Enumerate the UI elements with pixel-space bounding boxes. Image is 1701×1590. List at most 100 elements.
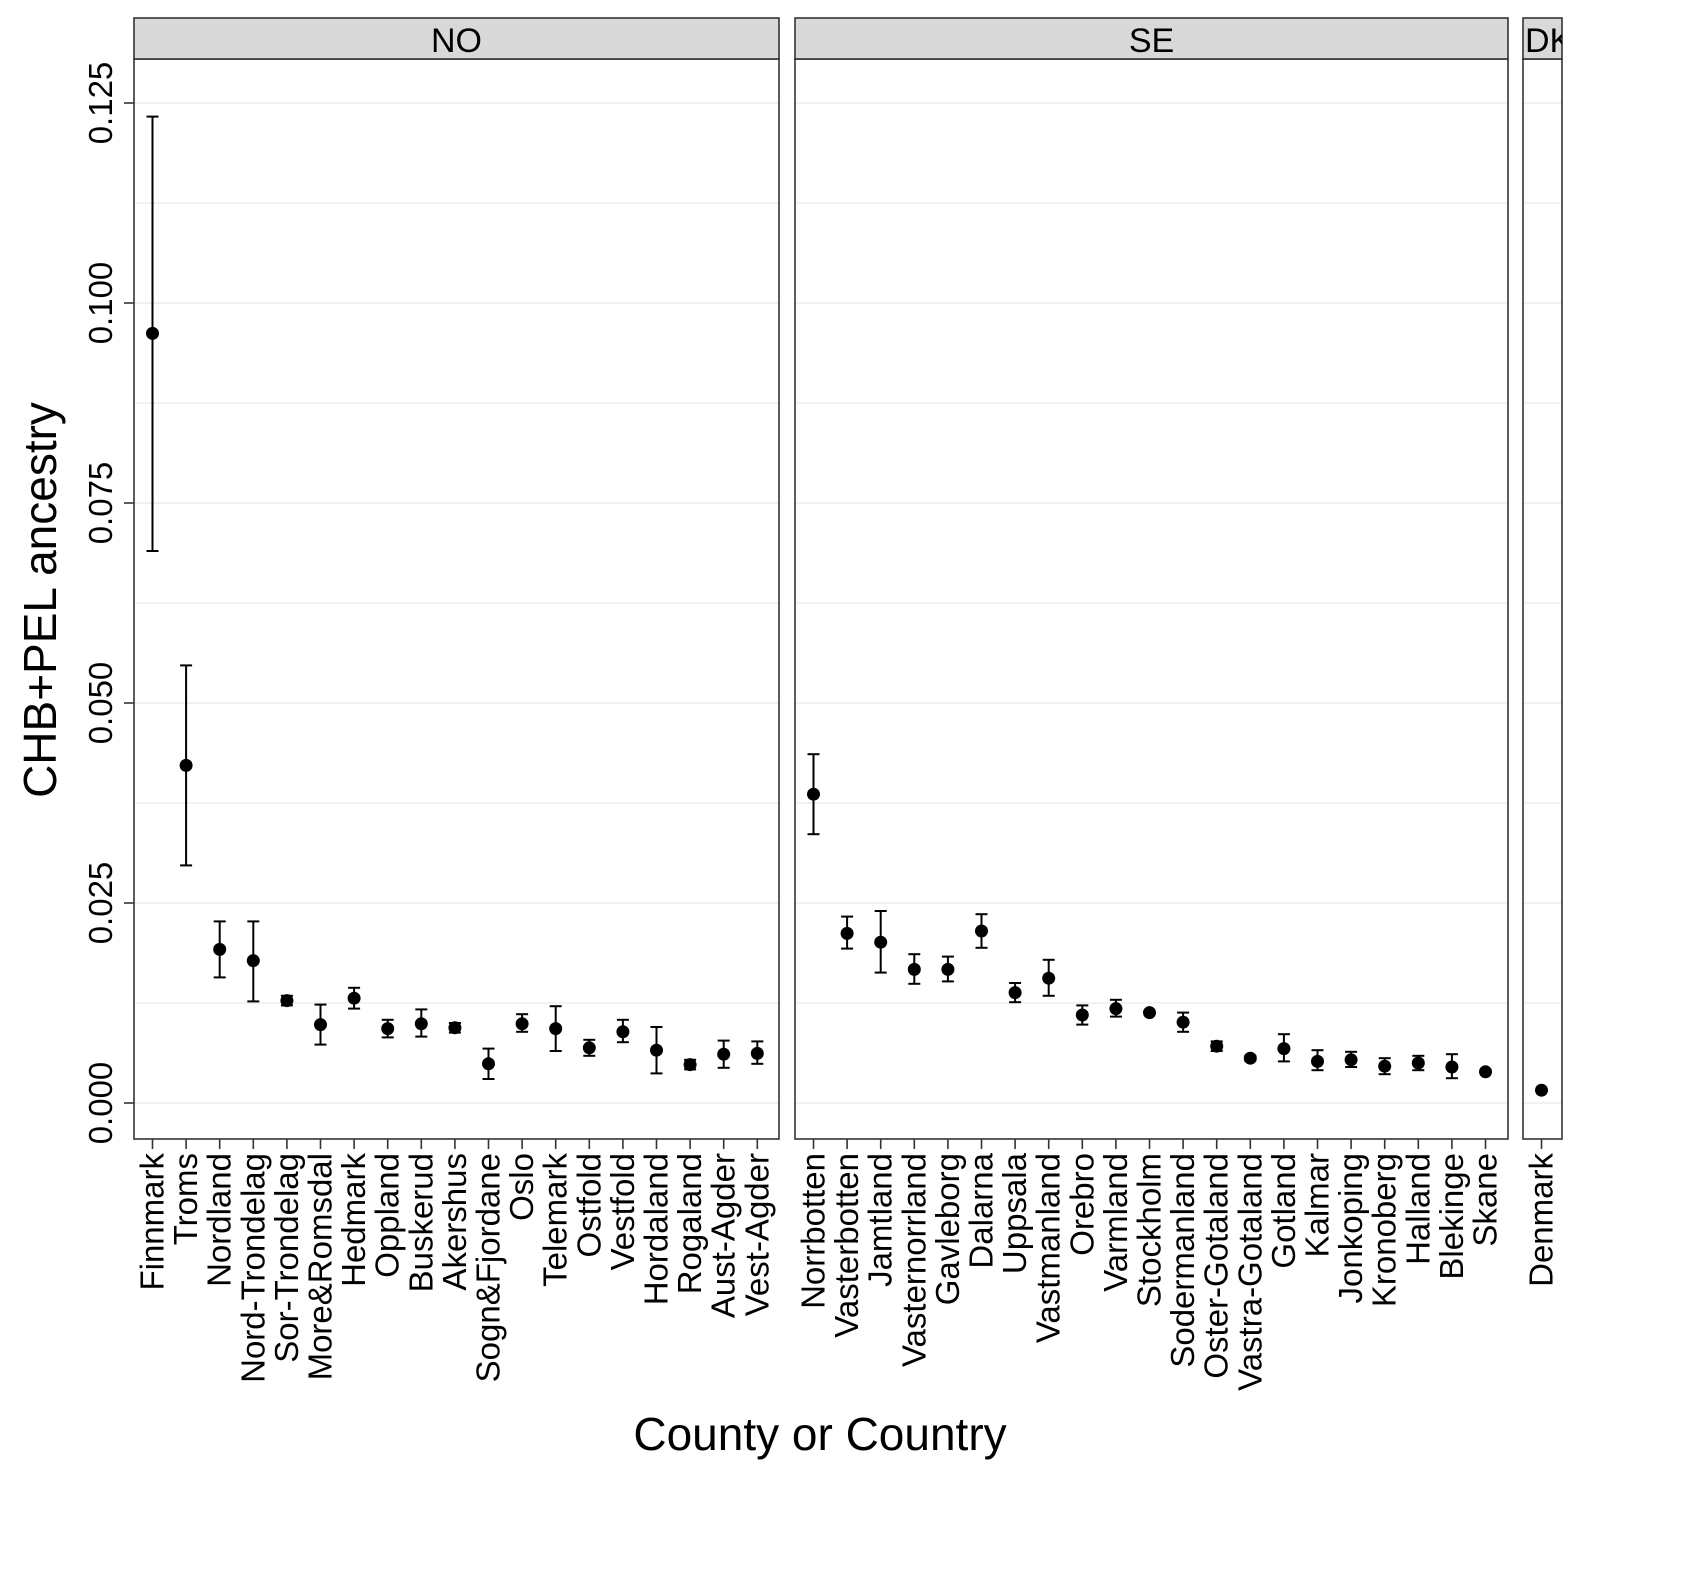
- point-group-troms: Troms: [167, 664, 204, 1245]
- y-tick-label: 0.125: [82, 62, 119, 145]
- x-tick-label-halland: Halland: [1399, 1153, 1436, 1265]
- point-vest-agder: [750, 1046, 764, 1060]
- point-group-sodermanland: Sodermanland: [1164, 1011, 1201, 1368]
- panel-strip-label-se: SE: [1129, 22, 1174, 60]
- panel-dk: DK Denmark: [1522, 17, 1563, 1287]
- point-group-blekinge: Blekinge: [1433, 1053, 1470, 1280]
- x-tick-label-gotland: Gotland: [1265, 1153, 1302, 1269]
- point-group-akershus: Akershus: [436, 1021, 473, 1291]
- point-orebro: [1075, 1008, 1089, 1022]
- point-finnmark: [146, 326, 159, 340]
- y-tick-label: 0.100: [82, 262, 119, 345]
- x-tick-label-dalarna: Dalarna: [963, 1152, 1000, 1268]
- x-tick-label-norrbotten: Norrbotten: [795, 1153, 832, 1309]
- x-tick-label-telemark: Telemark: [537, 1153, 574, 1287]
- point-vestfold: [616, 1025, 630, 1039]
- x-tick-label-stockholm: Stockholm: [1131, 1153, 1168, 1307]
- x-tick-label-sor-trondelag: Sor-Trondelag: [268, 1153, 305, 1363]
- faceted-dot-plot: NO FinnmarkTromsNordlandNord-TrondelagSor…: [14, 17, 1563, 1460]
- x-tick-label-oster-gotaland: Oster-Gotaland: [1198, 1153, 1235, 1379]
- point-group-telemark: Telemark: [537, 1005, 574, 1287]
- x-tick-label-finnmark: Finnmark: [134, 1153, 171, 1291]
- point-uppsala: [1008, 986, 1022, 1000]
- point-group-vastmanland: Vastmanland: [1030, 958, 1067, 1343]
- panel-strip-label-no: NO: [431, 22, 482, 60]
- y-axis: 0.000 0.025 0.050 0.075 0.100 0.125: [82, 62, 134, 1145]
- point-hordaland: [650, 1043, 663, 1057]
- point-group-halland: Halland: [1399, 1054, 1436, 1265]
- point-vasterbotten: [840, 926, 854, 940]
- point-skane: [1479, 1065, 1492, 1079]
- point-group-more-romsdal: More&Romsdal: [302, 1003, 339, 1380]
- x-tick-label-ostfold: Ostfold: [570, 1153, 607, 1258]
- x-tick-label-varmland: Varmland: [1097, 1153, 1134, 1292]
- point-akershus: [448, 1021, 462, 1035]
- point-blekinge: [1445, 1060, 1459, 1074]
- x-tick-label-nord-trondelag: Nord-Trondelag: [234, 1153, 271, 1383]
- point-sor-trondelag: [280, 994, 294, 1008]
- panel-strip-dk: [1522, 17, 1563, 60]
- point-jonkoping: [1344, 1053, 1358, 1067]
- x-axis-title: County or Country: [633, 1408, 1006, 1460]
- point-nord-trondelag: [246, 954, 260, 968]
- x-tick-label-buskerud: Buskerud: [402, 1153, 439, 1292]
- point-group-kronoberg: Kronoberg: [1366, 1057, 1403, 1307]
- point-group-oslo: Oslo: [503, 1013, 540, 1221]
- point-group-skane: Skane: [1467, 1065, 1504, 1247]
- point-gotland: [1277, 1042, 1291, 1056]
- point-kalmar: [1311, 1054, 1324, 1068]
- point-group-kalmar: Kalmar: [1299, 1049, 1336, 1258]
- point-group-vestfold: Vestfold: [604, 1018, 641, 1270]
- point-vastmanland: [1042, 971, 1056, 985]
- x-tick-label-vest-agder: Vest-Agder: [738, 1153, 775, 1316]
- x-tick-label-denmark: Denmark: [1523, 1153, 1560, 1287]
- point-telemark: [549, 1022, 563, 1036]
- chart: NO Finnmark Troms Nordland Nord-Trondelag Sor…: [14, 17, 1563, 1460]
- point-group-aust-agder: Aust-Agder: [705, 1039, 742, 1318]
- x-tick-label-more-romsdal: More&Romsdal: [302, 1153, 339, 1380]
- point-troms: [179, 758, 193, 772]
- point-group-sor-trondelag: Sor-Trondelag: [268, 994, 305, 1363]
- point-group-jonkoping: Jonkoping: [1332, 1050, 1369, 1303]
- point-group-uppsala: Uppsala: [996, 982, 1033, 1274]
- point-oppland: [381, 1022, 395, 1036]
- panel-background: [1523, 59, 1562, 1139]
- x-tick-label-uppsala: Uppsala: [996, 1152, 1033, 1274]
- point-oslo: [515, 1017, 529, 1031]
- point-group-norrbotten: Norrbotten: [795, 753, 832, 1309]
- point-group-buskerud: Buskerud: [402, 1008, 439, 1292]
- point-group-gotland: Gotland: [1265, 1033, 1302, 1269]
- x-tick-label-nordland: Nordland: [201, 1153, 238, 1287]
- x-tick-label-gavleborg: Gavleborg: [929, 1153, 966, 1305]
- x-tick-label-hedmark: Hedmark: [335, 1153, 372, 1287]
- point-norrbotten: [807, 787, 820, 801]
- y-tick-label: 0.050: [82, 662, 119, 745]
- point-group-finnmark: Finnmark: [134, 115, 171, 1291]
- panel-strip-se: [794, 17, 1509, 60]
- y-tick-label: 0.000: [82, 1062, 119, 1145]
- point-halland: [1411, 1056, 1425, 1070]
- point-group-rogaland: Rogaland: [671, 1058, 708, 1294]
- point-hedmark: [347, 991, 361, 1005]
- x-tick-label-sodermanland: Sodermanland: [1164, 1153, 1201, 1368]
- x-tick-label-vastmanland: Vastmanland: [1030, 1153, 1067, 1343]
- x-tick-label-vasternorrland: Vasternorrland: [895, 1153, 932, 1367]
- point-jamtland: [874, 935, 888, 949]
- point-gavleborg: [941, 962, 955, 976]
- x-tick-label-kronoberg: Kronoberg: [1366, 1153, 1403, 1307]
- x-tick-label-vasterbotten: Vasterbotten: [828, 1153, 865, 1338]
- point-stockholm: [1143, 1006, 1156, 1020]
- point-more-romsdal: [314, 1018, 327, 1032]
- x-tick-label-skane: Skane: [1467, 1153, 1504, 1247]
- panel-strip-no: [133, 17, 780, 60]
- x-tick-label-rogaland: Rogaland: [671, 1153, 708, 1294]
- point-group-stockholm: Stockholm: [1131, 1006, 1168, 1307]
- x-tick-label-oppland: Oppland: [369, 1153, 406, 1278]
- x-tick-label-orebro: Orebro: [1063, 1153, 1100, 1256]
- point-group-ostfold: Ostfold: [570, 1038, 607, 1258]
- x-tick-label-vestfold: Vestfold: [604, 1153, 641, 1270]
- point-group-gavleborg: Gavleborg: [929, 955, 966, 1305]
- point-group-vest-agder: Vest-Agder: [738, 1040, 775, 1316]
- point-vastra-gotaland: [1243, 1051, 1257, 1065]
- point-sogn-fjordane: [482, 1057, 495, 1071]
